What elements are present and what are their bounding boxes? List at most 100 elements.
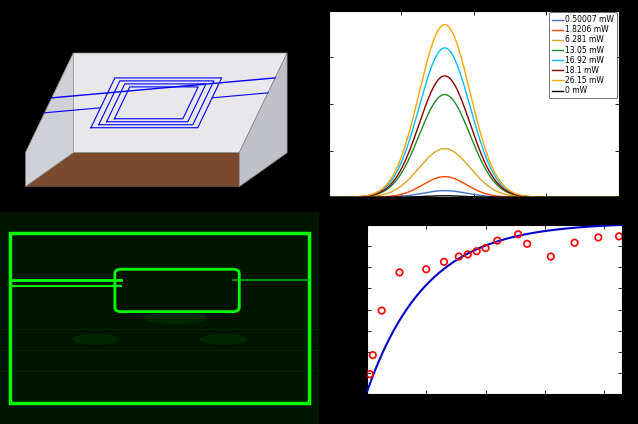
13.05 mW <box>553 195 561 200</box>
13.05 mW <box>441 92 449 97</box>
Point <box>614 233 624 240</box>
Line: 13.05 mW: 13.05 mW <box>329 95 619 197</box>
Line: 18.1 mW: 18.1 mW <box>329 76 619 197</box>
Point <box>570 239 580 246</box>
18.1 mW <box>607 195 614 200</box>
0.50007 mW <box>441 188 449 193</box>
Point <box>545 253 556 260</box>
Point <box>480 245 491 251</box>
18.1 mW <box>615 195 623 200</box>
13.05 mW <box>615 195 623 200</box>
Point <box>493 237 503 244</box>
18.1 mW <box>339 195 347 200</box>
13.05 mW <box>607 195 614 200</box>
Text: (d): (d) <box>322 386 346 401</box>
6.281 mW <box>466 165 473 170</box>
Point <box>513 231 523 237</box>
Ellipse shape <box>199 334 248 344</box>
18.1 mW <box>458 99 466 104</box>
26.15 mW <box>607 195 614 200</box>
0 mW <box>325 195 332 200</box>
1.8206 mW <box>607 195 614 200</box>
16.92 mW <box>466 103 473 109</box>
18.1 mW <box>441 73 449 78</box>
18.1 mW <box>466 120 473 126</box>
6.281 mW <box>607 195 614 200</box>
16.92 mW <box>607 195 614 200</box>
1.8206 mW <box>458 180 466 185</box>
0 mW <box>553 195 561 200</box>
18.1 mW <box>553 195 561 200</box>
Polygon shape <box>26 153 287 187</box>
Point <box>439 258 449 265</box>
1.8206 mW <box>339 195 347 200</box>
1.8206 mW <box>607 195 614 200</box>
X-axis label: Wavelenght (nm): Wavelenght (nm) <box>429 217 519 226</box>
18.1 mW <box>325 195 332 200</box>
6.281 mW <box>441 146 449 151</box>
Legend: 0.50007 mW, 1.8206 mW, 6.281 mW, 13.05 mW, 16.92 mW, 18.1 mW, 26.15 mW, 0 mW: 0.50007 mW, 1.8206 mW, 6.281 mW, 13.05 m… <box>549 12 618 98</box>
26.15 mW <box>441 22 449 27</box>
Line: 26.15 mW: 26.15 mW <box>329 25 619 197</box>
6.281 mW <box>325 195 332 200</box>
16.92 mW <box>553 195 561 200</box>
Y-axis label: Lasing power (nW): Lasing power (nW) <box>291 55 301 153</box>
0 mW <box>607 195 614 200</box>
Text: (c): (c) <box>322 201 345 216</box>
0 mW <box>441 193 449 198</box>
Point <box>593 234 604 241</box>
13.05 mW <box>458 114 466 119</box>
Point <box>463 251 473 258</box>
Line: 16.92 mW: 16.92 mW <box>329 48 619 197</box>
13.05 mW <box>607 195 614 200</box>
Point <box>394 269 404 276</box>
Ellipse shape <box>71 334 120 344</box>
16.92 mW <box>339 195 347 200</box>
26.15 mW <box>615 195 623 200</box>
0.50007 mW <box>553 195 561 200</box>
6.281 mW <box>458 156 466 162</box>
16.92 mW <box>441 45 449 50</box>
0 mW <box>607 195 614 200</box>
16.92 mW <box>615 195 623 200</box>
26.15 mW <box>339 195 347 200</box>
16.92 mW <box>325 195 332 200</box>
0 mW <box>339 195 347 200</box>
16.92 mW <box>458 77 466 82</box>
1.8206 mW <box>325 195 332 200</box>
0 mW <box>458 194 466 199</box>
1.8206 mW <box>615 195 623 200</box>
Point <box>367 352 378 359</box>
0.50007 mW <box>607 195 614 200</box>
Point <box>454 253 464 260</box>
0 mW <box>466 194 473 199</box>
0.50007 mW <box>615 195 623 200</box>
Point <box>365 371 375 378</box>
Point <box>421 266 431 273</box>
13.05 mW <box>339 195 347 200</box>
6.281 mW <box>615 195 623 200</box>
0.50007 mW <box>466 191 473 196</box>
6.281 mW <box>339 195 347 200</box>
Line: 6.281 mW: 6.281 mW <box>329 149 619 197</box>
0 mW <box>615 195 623 200</box>
26.15 mW <box>553 195 561 200</box>
0.50007 mW <box>325 195 332 200</box>
1.8206 mW <box>466 184 473 189</box>
Point <box>471 248 482 254</box>
Ellipse shape <box>144 312 207 324</box>
13.05 mW <box>466 132 473 137</box>
26.15 mW <box>466 89 473 94</box>
13.05 mW <box>325 195 332 200</box>
Point <box>376 307 387 314</box>
1.8206 mW <box>553 195 561 200</box>
Polygon shape <box>239 53 287 187</box>
Y-axis label: Gain factor (dB): Gain factor (dB) <box>335 268 345 351</box>
1.8206 mW <box>441 174 449 179</box>
Line: 0 mW: 0 mW <box>329 196 619 197</box>
16.92 mW <box>607 195 614 200</box>
26.15 mW <box>325 195 332 200</box>
Point <box>522 240 532 247</box>
Line: 1.8206 mW: 1.8206 mW <box>329 177 619 197</box>
26.15 mW <box>458 59 466 64</box>
